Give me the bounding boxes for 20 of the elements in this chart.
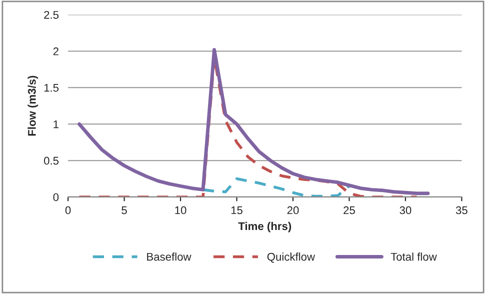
x-tick-label: 20 xyxy=(287,206,299,214)
y-tick-label: 1 xyxy=(54,120,58,128)
y-tick-label: 1.5 xyxy=(44,84,59,92)
x-tick-label: 15 xyxy=(231,206,242,214)
y-tick-label: 2 xyxy=(53,47,58,56)
y-tick-label: 0 xyxy=(53,193,59,202)
x-axis-title: Time (hrs) xyxy=(238,222,292,232)
legend-label: Total flow xyxy=(390,252,437,261)
line-series xyxy=(202,177,351,197)
legend-label: Baseflow xyxy=(147,252,192,261)
legend-label: Quickflow xyxy=(267,252,316,263)
x-tick-label: 30 xyxy=(400,206,412,214)
x-tick-label: 10 xyxy=(175,206,186,214)
y-tick-label: 0.5 xyxy=(44,156,59,165)
x-tick-label: 25 xyxy=(344,206,355,214)
x-tick-label: 0 xyxy=(65,206,71,214)
y-tick-label: 2.5 xyxy=(44,10,59,19)
x-tick-label: 5 xyxy=(122,206,127,214)
y-axis-title: Flow (m3/s) xyxy=(28,76,38,136)
x-tick-label: 35 xyxy=(456,206,468,214)
